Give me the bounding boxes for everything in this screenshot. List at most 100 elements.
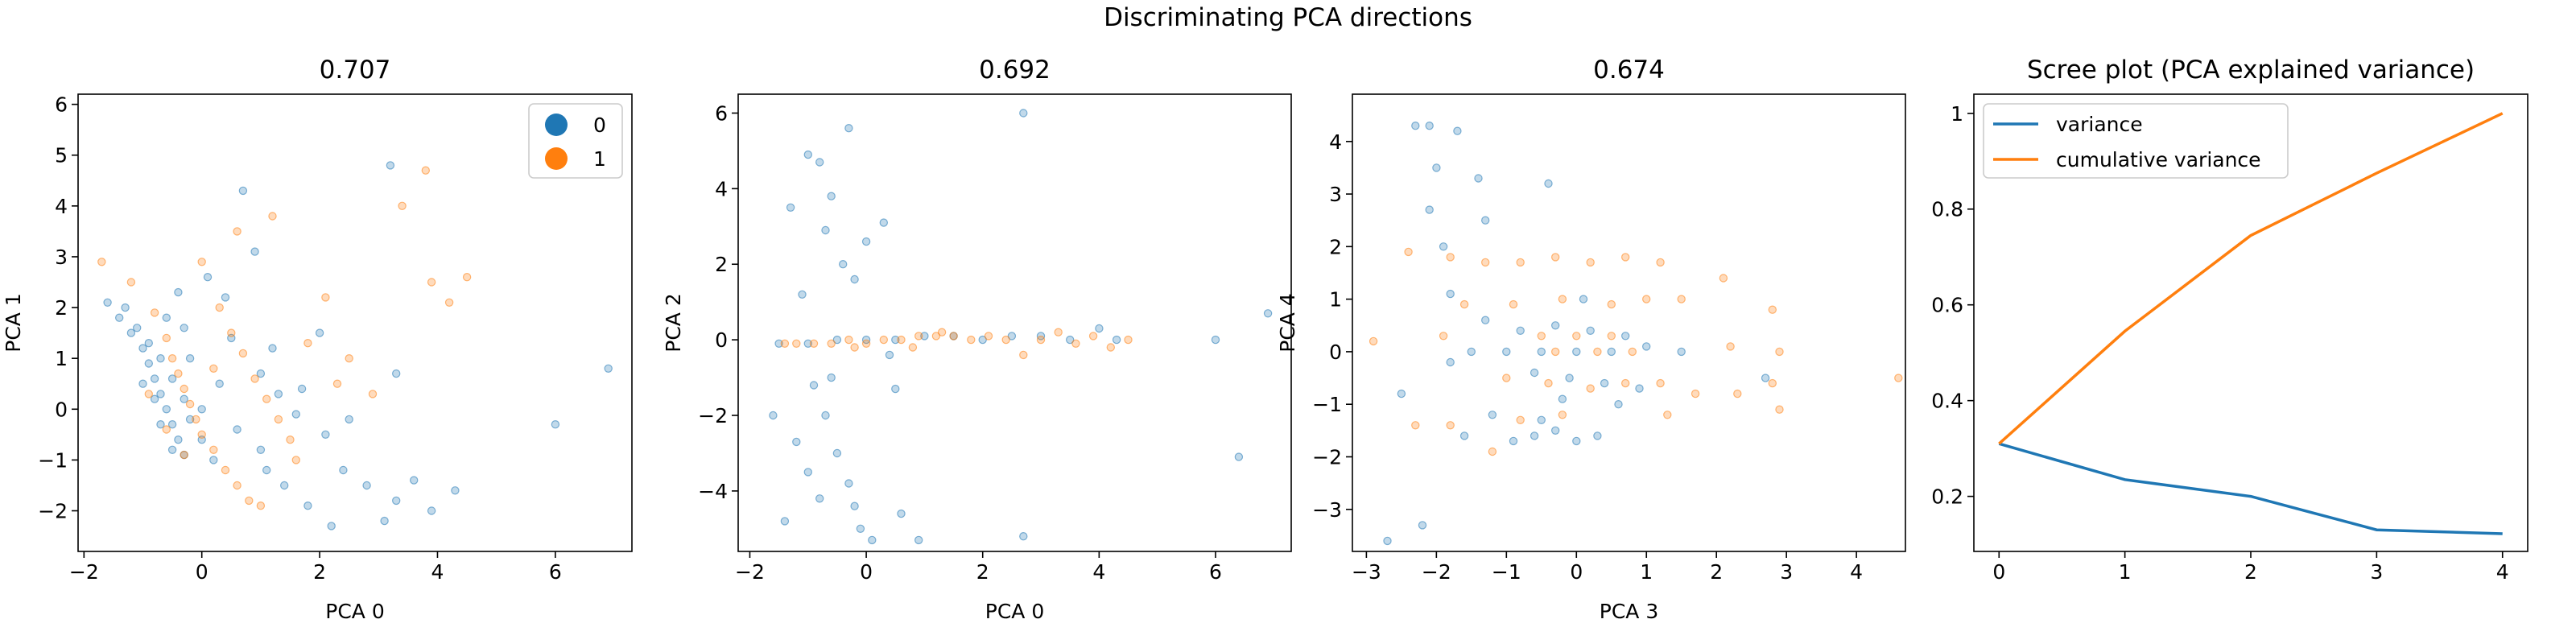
- x-tick-label: −2: [69, 560, 99, 584]
- axes-frame: [77, 93, 633, 552]
- scatter-point: [380, 516, 389, 526]
- scatter-point: [1558, 394, 1567, 403]
- scatter-point: [1459, 299, 1469, 309]
- scatter-point: [345, 354, 353, 363]
- y-axis: 0.2 0.4 0.6 0.8 1: [1931, 102, 1974, 509]
- scatter-point: [1446, 253, 1455, 262]
- scatter-point: [256, 369, 266, 378]
- scatter-point: [256, 502, 266, 510]
- y-tick-label: 5: [55, 144, 68, 167]
- scatter-point: [1446, 357, 1455, 367]
- scatter-point: [144, 339, 153, 348]
- y-tick-label: 0.2: [1931, 485, 1963, 509]
- scatter-point: [1733, 389, 1742, 398]
- scatter-point: [209, 364, 218, 373]
- y-tick-label: −4: [698, 480, 728, 503]
- scatter-point: [1019, 109, 1028, 118]
- legend-label: cumulative variance: [2056, 148, 2261, 171]
- x-axis-label: PCA 0: [985, 600, 1045, 623]
- scatter-point: [192, 415, 200, 424]
- scatter-point: [897, 335, 906, 345]
- scatter-point: [931, 332, 941, 341]
- x-tick-label: 0: [196, 560, 208, 584]
- scatter-point: [1425, 121, 1434, 130]
- scatter-point: [215, 379, 224, 388]
- y-tick-label: −1: [1312, 393, 1342, 416]
- scatter-point: [1480, 216, 1490, 225]
- x-axis-label: PCA 3: [1600, 600, 1659, 623]
- chart-title: 0.692: [979, 56, 1051, 85]
- scatter-point: [392, 496, 401, 506]
- scatter-point: [174, 287, 183, 297]
- scatter-point: [838, 260, 848, 269]
- y-tick-label: −2: [1312, 445, 1342, 469]
- scatter-point: [978, 335, 987, 345]
- legend-label: variance: [2056, 113, 2143, 136]
- scatter-point: [1446, 289, 1455, 299]
- scatter-point: [203, 273, 213, 282]
- scatter-point: [792, 339, 801, 348]
- y-tick-label: 3: [55, 246, 68, 269]
- x-axis: −2 0 2 4 6: [69, 551, 562, 584]
- scatter-point: [1593, 347, 1602, 357]
- y-tick-label: −3: [1312, 498, 1342, 522]
- legend-box: [1983, 103, 2289, 179]
- scatter-point: [162, 313, 171, 322]
- scatter-point: [1467, 347, 1476, 357]
- y-axis-label: PCA 2: [662, 293, 685, 353]
- scatter-point: [815, 158, 824, 167]
- scatter-point: [1459, 431, 1469, 440]
- scatter-point: [327, 522, 336, 530]
- scatter-point: [879, 218, 889, 227]
- scatter-point: [256, 445, 266, 455]
- x-tick-label: 2: [976, 560, 989, 584]
- scatter-point: [891, 384, 900, 394]
- scatter-point: [227, 328, 236, 337]
- scatter-point: [1211, 335, 1220, 345]
- scatter-point: [215, 303, 224, 312]
- scatter-point: [1439, 332, 1448, 341]
- scatter-point: [844, 335, 853, 345]
- scatter-point: [891, 335, 900, 345]
- scatter-point: [185, 415, 195, 424]
- y-axis: −3 −2 −1 0 1 2 3 4: [1312, 130, 1352, 522]
- scatter-point: [1620, 332, 1630, 341]
- scatter-point: [1544, 378, 1553, 388]
- scatter-point: [809, 381, 819, 390]
- scatter-point: [462, 273, 472, 282]
- x-tick-label: 3: [2370, 560, 2383, 584]
- scatter-point: [832, 335, 842, 345]
- scatter-point: [1572, 332, 1581, 341]
- y-tick-label: −2: [698, 404, 728, 427]
- plot-area: [1998, 112, 2504, 535]
- chart-2: 0.692 −2 0 2 4 6 −4 −2 0 2 4 6 PCA 0 PCA 2: [662, 56, 1292, 623]
- scatter-point: [250, 374, 259, 383]
- scatter-point: [1550, 253, 1560, 262]
- scatter-point: [197, 405, 206, 414]
- scatter-point: [1383, 536, 1392, 546]
- scatter-point: [1019, 350, 1028, 360]
- scatter-point: [1263, 309, 1273, 318]
- x-tick-label: 4: [2496, 560, 2509, 584]
- scatter-point: [809, 339, 819, 348]
- scatter-point: [850, 502, 859, 510]
- scatter-point: [786, 203, 795, 212]
- scatter-point: [1628, 347, 1637, 357]
- legend-label: 1: [593, 147, 606, 171]
- scatter-point: [233, 425, 242, 434]
- scatter-point: [167, 420, 177, 429]
- scatter-point: [1488, 411, 1497, 419]
- scatter-point: [1537, 415, 1546, 425]
- chart-4: Scree plot (PCA explained variance) 0 1 2 3 4…: [1931, 56, 2529, 584]
- x-tick-label: −2: [735, 560, 765, 584]
- series-0: [769, 109, 1273, 545]
- scatter-point: [885, 350, 894, 360]
- scatter-point: [197, 258, 206, 266]
- scatter-point: [121, 303, 130, 312]
- scatter-point: [268, 344, 277, 353]
- scatter-point: [451, 486, 460, 495]
- scatter-point: [1663, 411, 1672, 419]
- scatter-point: [427, 278, 436, 287]
